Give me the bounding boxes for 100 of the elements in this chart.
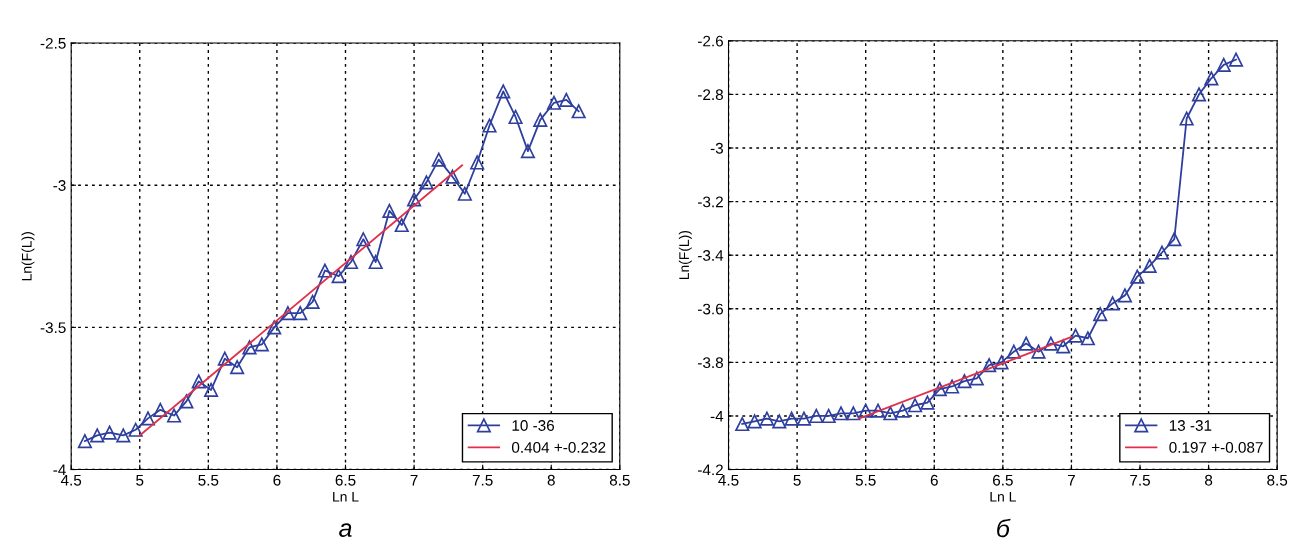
point — [821, 408, 836, 424]
y-tick-label: -4 — [53, 464, 66, 476]
point — [1130, 269, 1145, 284]
x-tick-label: 5.5 — [198, 474, 219, 486]
point — [331, 269, 346, 284]
x-tick-label: 6.5 — [335, 474, 356, 486]
point — [102, 425, 117, 440]
point — [166, 408, 182, 423]
point — [191, 374, 206, 389]
y-tick-label: -3 — [710, 142, 723, 154]
point — [128, 422, 143, 437]
legend-label: 0.404 +-0.232 — [511, 441, 606, 453]
y-tick-label: -2.5 — [40, 37, 66, 49]
y-tick-label: -2.8 — [698, 89, 723, 101]
point — [496, 84, 511, 99]
y-tick-label: -4.2 — [698, 464, 723, 476]
point — [546, 95, 562, 110]
point — [203, 382, 219, 398]
legend-label: 13 -31 — [1169, 420, 1212, 431]
point — [1105, 296, 1120, 311]
x-tick-label: 7 — [410, 474, 418, 486]
point — [1056, 339, 1071, 354]
x-tick-label: 6.5 — [993, 474, 1013, 486]
point — [305, 294, 320, 309]
x-tick-label: 5.5 — [855, 474, 876, 486]
x-tick-label: 5 — [793, 474, 801, 486]
point — [254, 337, 269, 352]
x-tick-label: 8.5 — [1267, 474, 1288, 486]
point — [230, 360, 245, 375]
point — [1228, 52, 1244, 67]
x-tick-label: 8.5 — [609, 474, 630, 486]
y-axis-title: Ln(F(L)) — [678, 230, 692, 280]
point — [356, 232, 371, 247]
x-tick-label: 6 — [930, 474, 938, 486]
point — [368, 254, 383, 270]
point — [559, 92, 574, 107]
point — [932, 382, 947, 397]
point — [809, 408, 824, 424]
text: а — [339, 523, 352, 537]
point — [870, 403, 886, 418]
point — [445, 169, 460, 184]
point — [77, 434, 92, 449]
point — [1043, 336, 1058, 351]
point — [883, 406, 898, 421]
point — [293, 306, 308, 321]
legend-label: 10 -36 — [512, 420, 555, 431]
y-axis-title: Ln(F(L)) — [21, 232, 35, 281]
point — [772, 414, 787, 429]
point — [907, 398, 923, 413]
point — [317, 263, 333, 278]
point — [833, 406, 849, 421]
point — [343, 254, 359, 270]
point — [217, 351, 232, 366]
point — [533, 112, 548, 127]
x-tick-label: 8 — [1205, 474, 1213, 486]
point — [470, 155, 485, 170]
point — [520, 144, 536, 159]
point — [406, 192, 422, 207]
point — [382, 203, 397, 218]
point — [280, 306, 295, 321]
point — [394, 217, 409, 233]
point — [1093, 307, 1108, 322]
point — [759, 411, 775, 426]
point — [969, 371, 984, 386]
point — [1019, 336, 1034, 351]
point — [982, 357, 997, 373]
x-tick-label: 7.5 — [1130, 474, 1150, 486]
text: б — [997, 518, 1011, 538]
x-tick-label: 6 — [273, 474, 281, 486]
y-tick-label: -2.6 — [698, 35, 723, 47]
point — [796, 411, 812, 426]
point — [153, 402, 168, 417]
point — [1142, 258, 1157, 273]
point — [1204, 71, 1219, 86]
point — [242, 340, 257, 355]
point — [1179, 111, 1194, 126]
y-tick-label: -3.4 — [698, 250, 724, 261]
x-tick-label: 4.5 — [718, 474, 739, 486]
point — [920, 395, 935, 410]
x-tick-label: 5 — [136, 474, 144, 486]
point — [116, 428, 131, 443]
point — [735, 416, 750, 432]
x-axis-title: Ln L — [990, 491, 1016, 502]
x-axis-title: Ln L — [333, 491, 359, 502]
point — [1154, 245, 1170, 260]
y-tick-label: -3.2 — [698, 196, 723, 208]
y-tick-label: -3.5 — [40, 322, 66, 334]
point — [784, 411, 799, 426]
point — [571, 104, 586, 119]
point — [846, 406, 861, 421]
point — [957, 374, 972, 389]
point — [482, 118, 497, 133]
point — [1117, 288, 1133, 303]
x-tick-label: 7.5 — [472, 474, 493, 486]
point — [895, 403, 910, 418]
point — [945, 379, 960, 394]
point — [267, 320, 282, 335]
point — [1216, 57, 1231, 73]
point — [1031, 344, 1046, 359]
x-tick-label: 8 — [547, 474, 555, 486]
